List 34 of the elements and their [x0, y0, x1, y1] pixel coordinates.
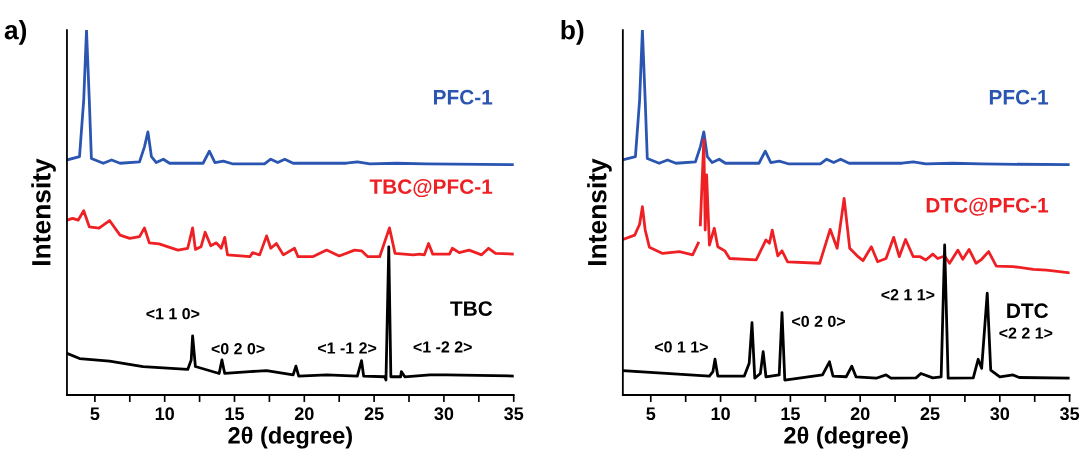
annotation: <2 1 1> — [881, 289, 935, 301]
annotation: <0 2 0> — [792, 315, 845, 328]
text: TBC — [450, 301, 493, 316]
x-tick-label: 15 — [225, 407, 245, 421]
series-label: TBC@PFC-1 — [369, 179, 493, 198]
x-tick-label: 10 — [711, 407, 730, 421]
annotation: <1 1 0> — [146, 308, 200, 320]
text: PFC-1 — [433, 89, 493, 105]
x-tick-label: 5 — [646, 407, 656, 421]
annotation: <0 1 1> — [654, 341, 708, 353]
chart-title: b) — [561, 20, 584, 45]
x-tick-label: 35 — [504, 407, 524, 421]
x-tick-label: 20 — [294, 407, 314, 421]
annotation: <1 -1 2> — [318, 342, 377, 354]
x-tick-label: 30 — [990, 407, 1010, 421]
x-tick-label: 25 — [364, 407, 384, 421]
series-label: DTC@PFC-1 — [926, 197, 1049, 216]
text: PFC-1 — [989, 89, 1049, 105]
x-tick-label: 20 — [850, 407, 870, 421]
series-label: DTC — [1007, 303, 1049, 319]
x-tick-label: 15 — [781, 407, 800, 421]
y-axis-title: Intensity — [587, 158, 612, 265]
x-tick-label: 35 — [1059, 407, 1080, 421]
annotation: <0 2 0> — [211, 343, 265, 355]
x-tick-label: 30 — [434, 407, 454, 421]
chart-title: a) — [4, 20, 27, 45]
x-tick-label: 10 — [155, 407, 174, 421]
y-axis-title: Intensity — [31, 158, 56, 265]
x-axis-title: 2θ (degree) — [228, 426, 352, 449]
annotation: <1 -2 2> — [413, 341, 472, 353]
annotation: <2 2 1> — [999, 327, 1053, 339]
x-tick-label: 5 — [90, 407, 100, 421]
x-tick-label: 25 — [920, 407, 940, 421]
x-axis-title: 2θ (degree) — [784, 426, 908, 449]
